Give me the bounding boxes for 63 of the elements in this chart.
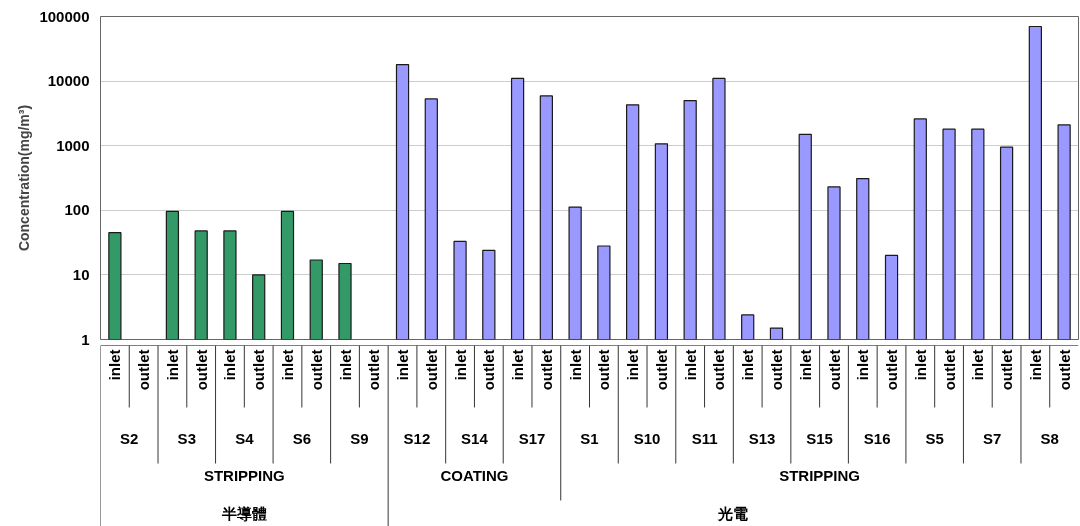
x-tick-label: inlet	[163, 349, 181, 381]
x-tick-label: inlet	[221, 349, 239, 381]
x-tick-label: outlet	[422, 349, 440, 391]
y-axis-title: Concentration(mg/m³)	[16, 104, 33, 252]
text: S15	[806, 430, 833, 447]
text: S13	[748, 430, 776, 447]
y-tick-label: 100	[64, 201, 90, 219]
x-tick-label: inlet	[509, 349, 527, 381]
x-tick-label: inlet	[1026, 349, 1044, 381]
text: S16	[863, 430, 891, 447]
text: S9	[350, 430, 369, 447]
text: COATING	[440, 467, 509, 484]
x-tick-label: outlet	[307, 349, 325, 391]
x-tick-label: outlet	[365, 349, 383, 391]
x-tick-label: outlet	[250, 349, 268, 391]
text: S5	[925, 430, 944, 447]
x-tick-label: inlet	[624, 349, 642, 381]
text: STRIPPING	[779, 467, 861, 484]
text: 半導體	[220, 505, 267, 522]
x-tick-label: outlet	[480, 349, 498, 391]
x-tick-label: inlet	[739, 349, 757, 381]
x-tick-label: outlet	[595, 349, 613, 391]
text: S11	[691, 430, 718, 447]
x-tick-label: outlet	[883, 349, 901, 391]
text: S17	[518, 430, 546, 447]
x-tick-label: inlet	[278, 349, 296, 381]
text: S12	[403, 430, 431, 447]
text: S4	[235, 430, 255, 447]
text: STRIPPING	[203, 467, 285, 484]
x-tick-label: inlet	[566, 349, 584, 381]
text: S8	[1040, 430, 1059, 447]
x-tick-label: outlet	[1055, 349, 1073, 391]
text: S1	[580, 430, 599, 447]
x-tick-label: inlet	[681, 349, 699, 381]
y-tick-label: 100000	[39, 7, 90, 25]
x-tick-label: inlet	[796, 349, 814, 381]
x-tick-label: inlet	[106, 349, 124, 381]
y-tick-label: 1	[81, 330, 90, 348]
x-tick-label: outlet	[652, 349, 670, 391]
y-tick-label: 10000	[47, 72, 90, 90]
x-tick-label: outlet	[940, 349, 958, 391]
x-tick-label: outlet	[135, 349, 153, 391]
x-tick-label: outlet	[192, 349, 210, 391]
text: S6	[292, 430, 312, 447]
text: S2	[120, 430, 139, 447]
x-tick-label: inlet	[451, 349, 469, 381]
x-tick-label: outlet	[767, 349, 785, 391]
text: S3	[177, 430, 196, 447]
x-tick-label: inlet	[911, 349, 929, 381]
x-tick-label: outlet	[825, 349, 843, 391]
text: S10	[633, 430, 661, 447]
x-tick-label: inlet	[394, 349, 412, 381]
x-tick-label: inlet	[854, 349, 872, 381]
y-tick-label: 1000	[56, 136, 90, 154]
x-tick-label: outlet	[537, 349, 555, 391]
x-tick-label: outlet	[998, 349, 1016, 391]
y-tick-label: 10	[72, 265, 90, 283]
x-tick-label: outlet	[710, 349, 728, 391]
text: 光電	[717, 505, 749, 522]
x-tick-label: inlet	[336, 349, 354, 381]
text: S14	[461, 430, 489, 447]
x-tick-label: inlet	[969, 349, 987, 381]
text: S7	[983, 430, 1002, 447]
